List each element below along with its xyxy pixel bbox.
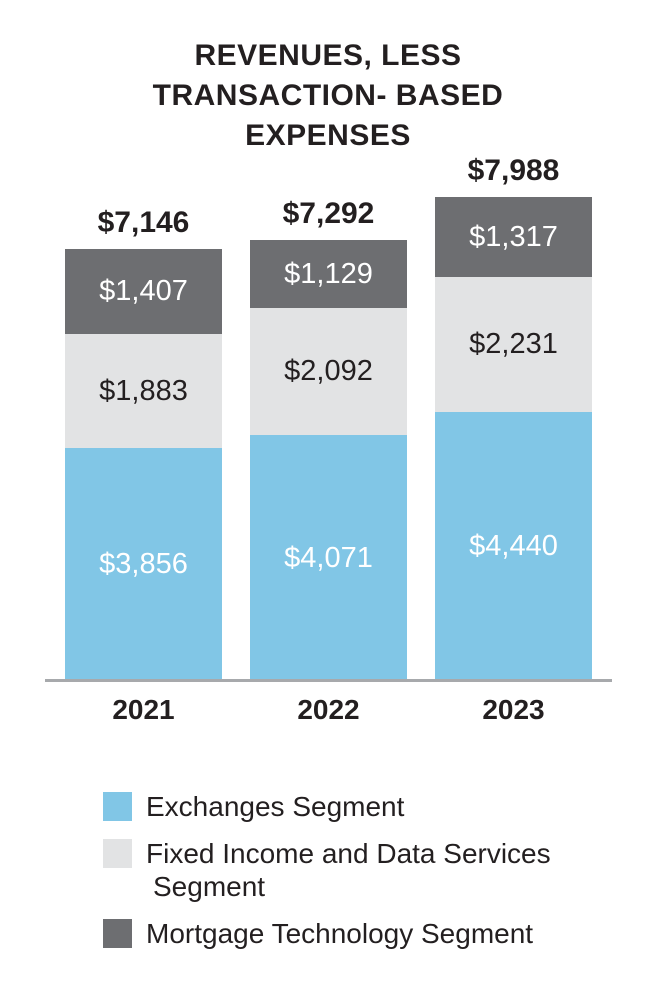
legend-swatch-mortgage-technology-segment (103, 919, 132, 948)
segment-value-label: $1,883 (99, 374, 188, 407)
segment-value-label: $3,856 (99, 548, 188, 580)
total-label-2023: $7,988 (467, 154, 560, 187)
segment-exchanges-segment-2023: $4,440 (435, 412, 592, 681)
bar-2023: $7,988 $1,317 $2,231 $4,440 (435, 154, 592, 681)
year-label-2023: 2023 (482, 694, 545, 725)
year-label-2021: 2021 (112, 694, 175, 725)
segment-fixed-income-and-data-services-segment-2021: $1,883 (65, 334, 222, 448)
segment-exchanges-segment-2021: $3,856 (65, 448, 222, 681)
legend-label: Exchanges Segment (146, 791, 405, 822)
legend-item-exchanges-segment: Exchanges Segment (103, 790, 603, 823)
legend: Exchanges Segment Fixed Income and Data S… (103, 790, 603, 964)
bars-container: $7,146 $1,407 $1,883 $3,856 $7,292 $1,129 $2,0… (65, 150, 592, 681)
total-label-2021: $7,146 (97, 206, 190, 239)
chart-title: REVENUES, LESS TRANSACTION- BASED EXPENS… (152, 39, 504, 152)
segment-value-label: $1,129 (284, 257, 373, 290)
segment-value-label: $4,440 (469, 530, 558, 562)
segment-mortgage-technology-segment-2021: $1,407 (65, 249, 222, 334)
bar-2021: $7,146 $1,407 $1,883 $3,856 (65, 206, 222, 681)
segment-value-label: $1,407 (99, 275, 188, 307)
segment-value-label: $2,092 (284, 355, 373, 387)
legend-swatch-fixed-income-and-data-services-segment (103, 839, 132, 868)
x-axis-labels: 2021 2022 2023 (65, 694, 592, 726)
legend-swatch-exchanges-segment (103, 792, 132, 821)
bar-2022: $7,292 $1,129 $2,092 $4,071 (250, 197, 407, 681)
x-axis-line (45, 679, 612, 682)
legend-item-fixed-income-and-data-services-segment: Fixed Income and Data Services Segment (103, 837, 603, 903)
segment-mortgage-technology-segment-2023: $1,317 (435, 197, 592, 277)
segment-value-label: $4,071 (284, 541, 373, 574)
legend-label: Fixed Income and Data Services Segment (146, 838, 551, 902)
segment-fixed-income-and-data-services-segment-2023: $2,231 (435, 277, 592, 412)
legend-item-mortgage-technology-segment: Mortgage Technology Segment (103, 917, 603, 950)
segment-exchanges-segment-2022: $4,071 (250, 435, 407, 681)
legend-label: Mortgage Technology Segment (146, 918, 534, 949)
year-label-2022: 2022 (297, 694, 360, 725)
total-label-2022: $7,292 (282, 197, 375, 230)
segment-value-label: $1,317 (469, 220, 558, 253)
segment-fixed-income-and-data-services-segment-2022: $2,092 (250, 308, 407, 435)
segment-value-label: $2,231 (469, 328, 558, 360)
segment-mortgage-technology-segment-2022: $1,129 (250, 240, 407, 308)
